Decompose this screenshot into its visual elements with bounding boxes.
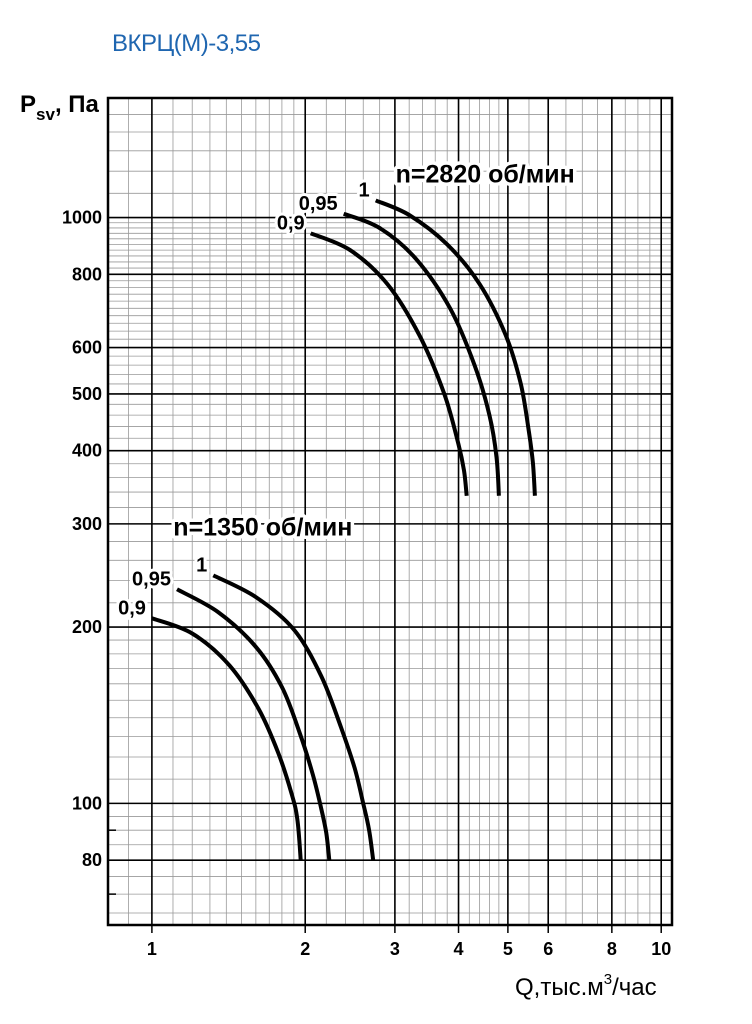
y-tick-label: 800	[72, 264, 102, 284]
x-tick-label: 6	[543, 939, 553, 959]
y-tick-label: 300	[72, 514, 102, 534]
y-tick-label: 600	[72, 338, 102, 358]
x-tick-label: 3	[390, 939, 400, 959]
x-tick-label: 4	[454, 939, 464, 959]
y-tick-label: 400	[72, 441, 102, 461]
y-tick-label: 80	[82, 850, 102, 870]
chart-title: ВКРЦ(М)-3,55	[112, 30, 261, 57]
minor-grid	[108, 98, 672, 925]
x-tick-label: 10	[651, 939, 671, 959]
x-tick-label: 5	[503, 939, 513, 959]
curve-label: 1	[359, 179, 370, 201]
x-axis-ticks: 1 2 3 4 5 6 8 10	[147, 925, 671, 959]
curve-label: 0,95	[132, 568, 171, 590]
x-axis-title-unit: /час	[612, 974, 657, 1001]
x-tick-label: 2	[300, 939, 310, 959]
x-tick-label: 1	[147, 939, 157, 959]
curve-label: 1	[196, 554, 207, 576]
y-tick-label: 1000	[62, 208, 102, 228]
speed-label: n=1350 об/мин	[173, 513, 352, 541]
y-axis-ticks: 80 100 200 300 400 500 600 800 1000	[62, 208, 116, 895]
y-tick-label: 100	[72, 793, 102, 813]
curve-0-9	[151, 616, 303, 861]
major-grid	[108, 98, 672, 925]
x-axis-title-sup: 3	[604, 971, 612, 988]
y-tick-label: 200	[72, 617, 102, 637]
curve-0-95	[176, 587, 332, 861]
y-axis-title: Psv, Па	[20, 91, 100, 124]
speed-label: n=2820 об/мин	[396, 160, 575, 188]
curve-0-9	[309, 231, 469, 497]
plot-frame	[106, 96, 674, 927]
x-axis-title: Q,тыс.м3/час	[515, 971, 657, 1001]
curve-label: 0,95	[299, 193, 338, 215]
curve-label: 0,9	[277, 212, 305, 234]
curve-1	[374, 198, 537, 496]
x-tick-label: 8	[607, 939, 617, 959]
x-axis-title-main: Q,тыс.м	[515, 974, 604, 1001]
y-axis-title-main: P	[20, 91, 36, 118]
curve-label: 0,9	[118, 597, 146, 619]
curve-0-95	[342, 211, 501, 496]
y-axis-title-unit: , Па	[55, 91, 100, 118]
curves	[151, 198, 537, 861]
y-tick-label: 500	[72, 384, 102, 404]
y-axis-title-sub: sv	[36, 105, 55, 124]
curve-1	[212, 573, 376, 861]
